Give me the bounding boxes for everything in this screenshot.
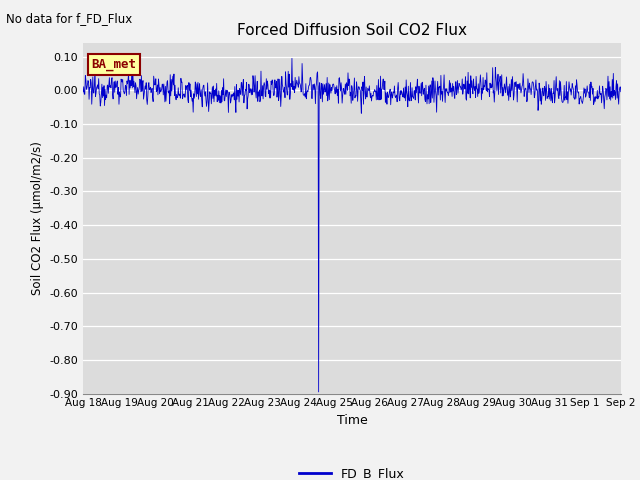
Title: Forced Diffusion Soil CO2 Flux: Forced Diffusion Soil CO2 Flux [237, 23, 467, 38]
Y-axis label: Soil CO2 Flux (μmol/m2/s): Soil CO2 Flux (μmol/m2/s) [31, 142, 44, 295]
FD_B_Flux [288, 56, 296, 61]
FD_B_Flux [607, 97, 614, 103]
X-axis label: Time: Time [337, 414, 367, 427]
FD_B_Flux [365, 88, 372, 94]
FD_B_Flux [617, 89, 625, 95]
Text: No data for f_FD_Flux: No data for f_FD_Flux [6, 12, 132, 25]
FD_B_Flux [324, 98, 332, 104]
Text: BA_met: BA_met [92, 58, 136, 71]
FD_B_Flux [605, 94, 612, 99]
FD_B_Flux [79, 89, 87, 95]
FD_B_Flux [266, 95, 273, 101]
Line: FD_B_Flux: FD_B_Flux [83, 59, 621, 392]
FD_B_Flux [315, 389, 323, 395]
Legend: FD_B_Flux: FD_B_Flux [294, 462, 410, 480]
FD_B_Flux [124, 81, 131, 87]
